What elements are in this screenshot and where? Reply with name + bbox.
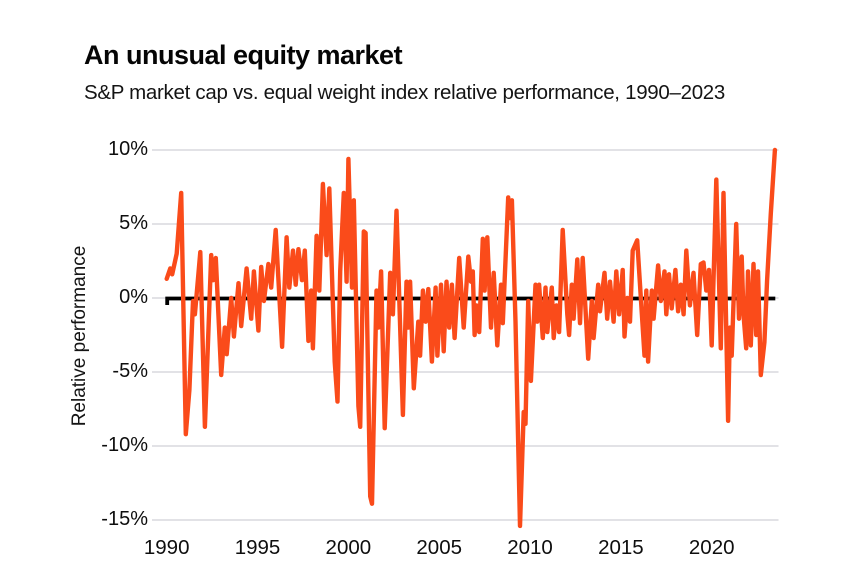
y-tick-label-10%: 10%: [107, 138, 148, 160]
y-tick-label-0%: 0%: [119, 286, 148, 308]
y-tick-label--10%: -10%: [101, 434, 148, 456]
x-tick-label-1990: 1990: [143, 536, 190, 559]
chart-subtitle: S&P market cap vs. equal weight index re…: [84, 81, 726, 104]
y-tick-label--5%: -5%: [112, 360, 148, 382]
x-tick-label-1995: 1995: [234, 536, 281, 559]
x-tick-label-2005: 2005: [416, 536, 462, 559]
gridlines: [152, 149, 779, 521]
relative-performance-line: [164, 147, 778, 529]
x-tick-label-2010: 2010: [507, 536, 553, 559]
x-tick-label-2000: 2000: [325, 536, 372, 559]
y-axis-title: Relative performance: [69, 245, 90, 427]
x-tick-label-2020: 2020: [688, 536, 735, 559]
x-tick-label-2015: 2015: [598, 536, 644, 559]
y-tick-label-5%: 5%: [119, 212, 148, 234]
y-tick-label--15%: -15%: [101, 508, 148, 530]
chart-title: An unusual equity market: [84, 40, 403, 70]
